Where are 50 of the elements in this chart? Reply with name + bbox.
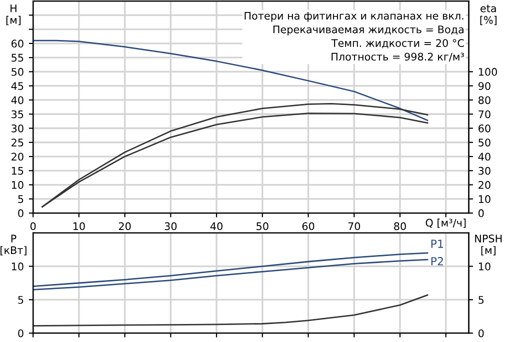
y-tick-label: 10	[12, 181, 24, 189]
y2-tick-label: 90	[478, 82, 490, 90]
y2-tick-label: 100	[478, 68, 498, 76]
y-axis-title: H [м]	[6, 4, 21, 26]
x-tick-label: 0	[30, 222, 36, 230]
y-tick-label: 50	[12, 68, 24, 76]
y-tick-label: 10	[12, 262, 24, 270]
y-tick-label: 55	[12, 54, 24, 62]
y-tick-label: 35	[12, 110, 24, 118]
x-tick-label: 50	[256, 222, 268, 230]
y2-tick-label: 50	[478, 138, 490, 146]
y-tick-label: 0	[18, 329, 24, 338]
y-tick-label: 60	[12, 40, 24, 48]
x-axis-title: Q [м³/ч]	[426, 218, 466, 228]
x-tick-label: 30	[164, 222, 177, 230]
y2-axis-title: eta [%]	[480, 4, 497, 26]
y2-tick-label: 0	[478, 329, 484, 338]
y-tick-label: 15	[12, 167, 24, 175]
y-tick-label: 0	[18, 209, 24, 218]
annotation: Темп. жидкости = 20 °C	[331, 39, 464, 48]
x-tick-label: 40	[210, 222, 222, 230]
y-tick-label: 5	[18, 296, 24, 304]
y-tick-label: 45	[11, 82, 24, 90]
y-tick-label: 5	[18, 195, 24, 204]
y2-tick-label: 40	[478, 152, 490, 161]
y2-tick-label: 70	[478, 110, 490, 118]
y2-tick-label: 80	[478, 96, 490, 104]
y-tick-label: 40	[11, 96, 24, 104]
y2-tick-label: 5	[478, 296, 484, 304]
x-tick-label: 80	[394, 222, 406, 230]
x-tick-label: 60	[302, 222, 314, 230]
y-axis-title: P [кВт]	[0, 234, 26, 256]
series-label: P1	[431, 240, 444, 248]
x-tick-label: 10	[73, 222, 85, 230]
annotation: Перекачиваемая жидкость = Вода	[273, 26, 464, 36]
x-tick-label: 20	[118, 222, 131, 230]
y2-tick-label: 10	[478, 262, 490, 270]
y-tick-label: 30	[12, 124, 24, 132]
x-tick-label: 70	[348, 222, 360, 230]
series-label: P2	[431, 257, 443, 266]
annotation: Плотность = 998.2 кг/м³	[332, 52, 464, 62]
y2-axis-title: NPSH [м]	[475, 234, 502, 256]
y2-tick-label: 30	[478, 166, 490, 175]
y2-tick-label: 0	[478, 209, 484, 218]
y2-tick-label: 10	[478, 195, 490, 204]
y-tick-label: 25	[12, 138, 24, 146]
y2-tick-label: 60	[478, 124, 490, 132]
y2-tick-label: 20	[478, 181, 490, 189]
annotation: Потери на фитингах и клапанах не вкл.	[244, 12, 464, 22]
y-tick-label: 20	[12, 152, 24, 161]
